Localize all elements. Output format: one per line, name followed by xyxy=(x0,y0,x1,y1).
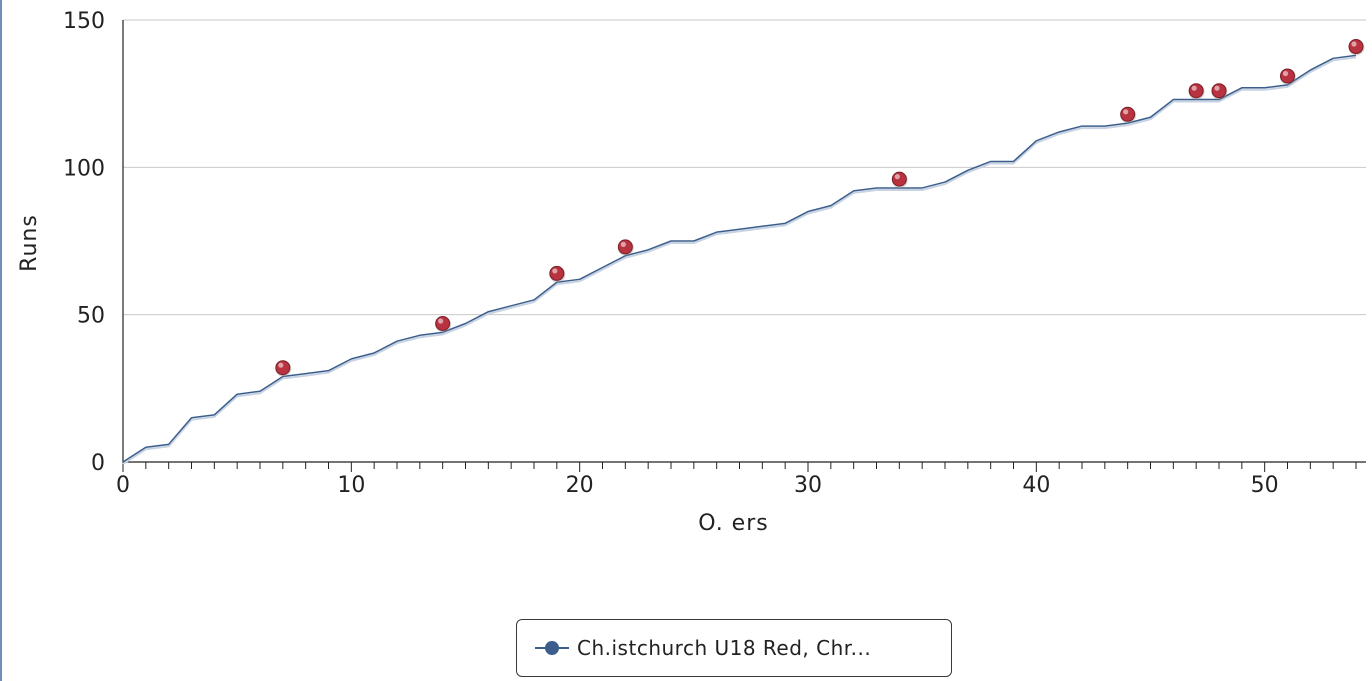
y-tick-label: 0 xyxy=(91,451,105,476)
wicket-marker[interactable] xyxy=(1188,83,1205,100)
y-tick-label: 150 xyxy=(63,9,105,34)
series-layer xyxy=(122,54,1357,465)
wicket-marker[interactable] xyxy=(1348,39,1365,56)
wicket-marker[interactable] xyxy=(549,265,566,283)
y-axis-ticks: 0 50 100 150 xyxy=(63,9,105,476)
legend[interactable]: Ch.istchurch U18 Red, Chr... xyxy=(516,619,952,677)
wicket-marker[interactable] xyxy=(1280,68,1296,85)
wicket-markers xyxy=(275,39,1365,377)
wicket-marker[interactable] xyxy=(1211,83,1228,100)
x-tick-label: 30 xyxy=(794,473,822,498)
legend-series-label: Ch.istchurch U18 Red, Chr... xyxy=(577,636,872,660)
x-tick-label: 0 xyxy=(116,473,130,498)
wicket-marker[interactable] xyxy=(617,239,634,256)
x-axis-ticks: 0 10 20 30 40 50 xyxy=(116,462,1357,498)
wicket-marker[interactable] xyxy=(891,171,908,189)
series-line-shadow xyxy=(122,56,1357,465)
series-line xyxy=(122,54,1357,463)
y-axis-title: Runs xyxy=(17,214,42,272)
x-tick-label: 20 xyxy=(566,473,594,498)
wicket-marker[interactable] xyxy=(1120,106,1137,124)
wicket-marker[interactable] xyxy=(275,360,292,377)
x-tick-label: 10 xyxy=(337,473,365,498)
x-tick-label: 50 xyxy=(1251,473,1279,498)
y-tick-label: 50 xyxy=(77,304,105,329)
axes xyxy=(122,20,1366,463)
x-tick-label: 40 xyxy=(1022,473,1050,498)
gridlines xyxy=(123,19,1366,316)
y-tick-label: 100 xyxy=(63,156,105,181)
wicket-marker[interactable] xyxy=(435,316,452,333)
x-axis-title: O. ers xyxy=(698,511,768,536)
legend-series-marker-icon xyxy=(535,641,569,655)
